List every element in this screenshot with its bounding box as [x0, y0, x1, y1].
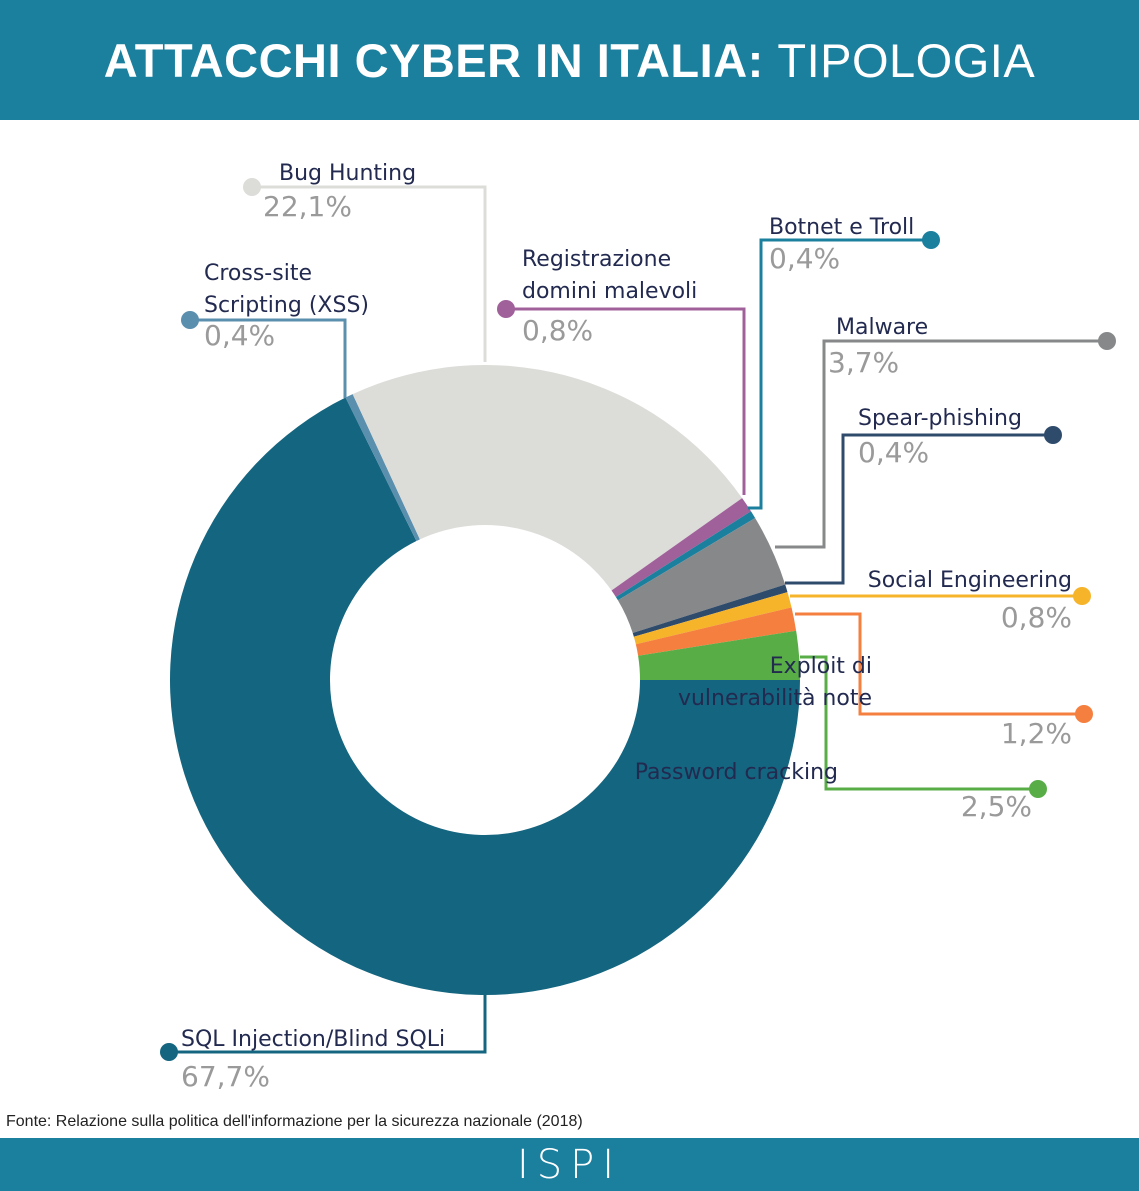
slice-label-sql-injection-blind-sqli: SQL Injection/Blind SQLi — [181, 1027, 445, 1052]
slice-value-registrazione-domini-malevoli: 0,8% — [522, 314, 593, 347]
leader-lines — [160, 178, 1116, 1061]
slice-value-bug-hunting: 22,1% — [263, 190, 352, 223]
label-dot-password-cracking — [1029, 780, 1047, 798]
slice-bug-hunting — [352, 364, 743, 591]
source-note: Fonte: Relazione sulla politica dell'inf… — [6, 1113, 583, 1130]
slice-registrazione-domini-malevoli — [611, 498, 751, 597]
leader-line-botnet-e-troll — [748, 238, 931, 510]
slice-label-social-engineering: Social Engineering — [868, 568, 1072, 593]
slice-value-spear-phishing: 0,4% — [858, 436, 929, 469]
label-dot-malware — [1098, 332, 1116, 350]
slice-label-malware: Malware — [836, 315, 928, 340]
label-dot-exploit-di-vulnerabilit-note — [1075, 705, 1093, 723]
slice-label-bug-hunting: Bug Hunting — [279, 161, 416, 186]
slice-label-password-cracking: Password cracking — [635, 760, 838, 785]
slice-label-cross-site-scripting-xss: Cross-site Scripting (XSS) — [204, 261, 369, 318]
title-regular: TIPOLOGIA — [777, 33, 1036, 87]
slice-value-social-engineering: 0,8% — [1001, 601, 1072, 634]
slice-value-malware: 3,7% — [828, 346, 899, 379]
donut-slices — [170, 364, 800, 995]
leader-line-malware — [775, 339, 1107, 549]
leader-line-sql-injection-blind-sqli — [169, 995, 487, 1054]
leader-line-exploit-di-vulnerabilit-note — [795, 612, 1084, 716]
slice-value-password-cracking: 2,5% — [961, 790, 1032, 823]
header-banner: ATTACCHI CYBER IN ITALIA: TIPOLOGIA — [0, 0, 1139, 120]
slice-social-engineering — [633, 592, 792, 645]
leader-line-password-cracking — [800, 655, 1038, 791]
slice-labels: SQL Injection/Blind SQLi 67,7% Cross-site S… — [181, 161, 1072, 1093]
label-dot-sql-injection-blind-sqli — [160, 1043, 178, 1061]
slice-cross-site-scripting-xss — [345, 394, 420, 542]
label-dot-botnet-e-troll — [922, 231, 940, 249]
title-bold: ATTACCHI CYBER IN ITALIA: — [103, 33, 764, 87]
label-dot-social-engineering — [1073, 587, 1091, 605]
slice-label-spear-phishing: Spear-phishing — [858, 406, 1022, 431]
leader-line-registrazione-domini-malevoli — [506, 307, 746, 495]
leader-line-bug-hunting — [252, 185, 487, 362]
leader-line-spear-phishing — [785, 433, 1053, 585]
slice-label-botnet-e-troll: Botnet e Troll — [769, 215, 914, 240]
label-dot-registrazione-domini-malevoli — [497, 300, 515, 318]
label-dot-spear-phishing — [1044, 426, 1062, 444]
slice-label-registrazione-domini-malevoli: Registrazione domini malevoli — [522, 247, 697, 304]
slice-value-exploit-di-vulnerabilit-note: 1,2% — [1001, 717, 1072, 750]
slice-spear-phishing — [632, 584, 788, 637]
ispi-logo: ISPI — [516, 1141, 623, 1188]
slice-value-botnet-e-troll: 0,4% — [769, 242, 840, 275]
slice-value-cross-site-scripting-xss: 0,4% — [204, 319, 275, 352]
slice-password-cracking — [638, 630, 800, 680]
slice-label-exploit-di-vulnerabilit-note: Exploit di vulnerabilità note — [678, 654, 872, 711]
slice-botnet-e-troll — [615, 511, 756, 601]
label-dot-bug-hunting — [243, 178, 261, 196]
slice-exploit-di-vulnerabilit-note — [635, 607, 797, 656]
donut-chart: SQL Injection/Blind SQLi 67,7% Cross-site S… — [160, 161, 1116, 1093]
slice-value-sql-injection-blind-sqli: 67,7% — [181, 1060, 270, 1093]
footer-banner: ISPI — [0, 1138, 1139, 1191]
slice-sql-injection-blind-sqli — [170, 397, 800, 995]
slice-malware — [617, 517, 786, 634]
leader-line-cross-site-scripting-xss — [190, 318, 347, 398]
label-dot-cross-site-scripting-xss — [181, 311, 199, 329]
page-title: ATTACCHI CYBER IN ITALIA: TIPOLOGIA — [104, 33, 1035, 88]
